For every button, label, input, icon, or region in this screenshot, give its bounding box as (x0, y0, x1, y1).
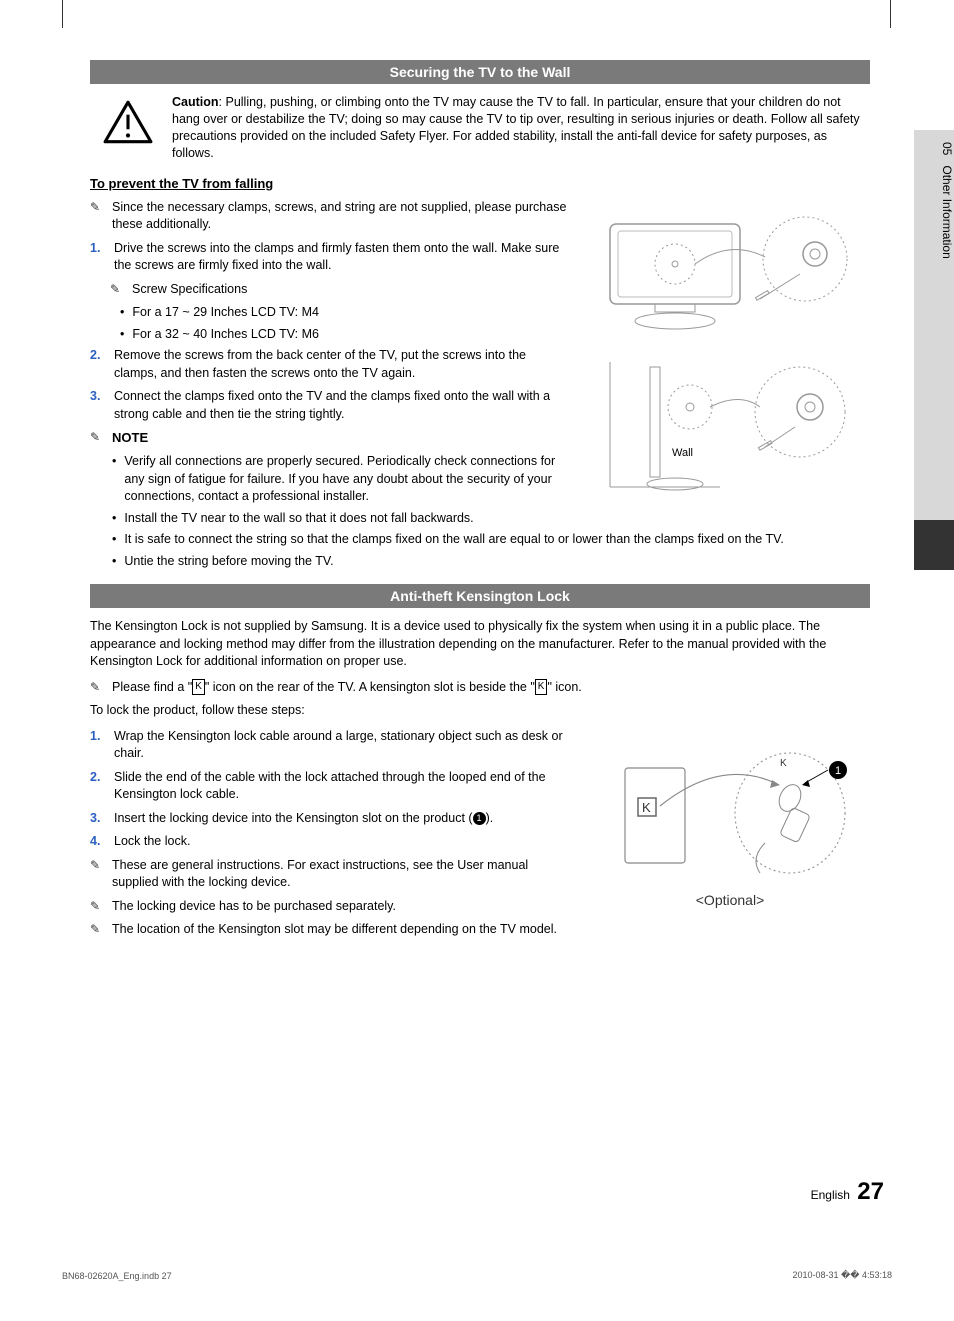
side-tab-label: 05 Other Information (914, 130, 954, 520)
svg-text:1: 1 (835, 765, 841, 777)
note-text: Verify all connections are properly secu… (124, 453, 570, 506)
print-timestamp: 2010-08-31 �� 4:53:18 (792, 1270, 892, 1281)
list-number: 2. (90, 769, 106, 804)
figure-kensington: K K 1 (610, 738, 860, 888)
svg-text:K: K (780, 758, 787, 769)
side-tab-dark (914, 520, 954, 570)
crop-mark (62, 0, 63, 28)
kensington-k-icon: K (192, 679, 205, 695)
list-number: 1. (90, 728, 106, 763)
icon-note: Please find a "K" icon on the rear of th… (112, 679, 582, 697)
note-text: It is safe to connect the string so that… (124, 531, 783, 549)
note-icon: ✎ (90, 857, 104, 892)
lock-intro: To lock the product, follow these steps: (90, 702, 870, 720)
bullet-icon: • (112, 453, 116, 506)
optional-label: <Optional> (590, 892, 870, 908)
list-number: 2. (90, 347, 106, 382)
list-number: 1. (90, 240, 106, 275)
chapter-title: Other Information (940, 165, 954, 258)
crop-mark (890, 0, 891, 28)
section-header-1: Securing the TV to the Wall (90, 60, 870, 84)
kensington-intro: The Kensington Lock is not supplied by S… (90, 618, 870, 671)
text: ). (486, 811, 494, 825)
bullet-icon: • (112, 531, 116, 549)
tail-note: These are general instructions. For exac… (112, 857, 570, 892)
section-header-2: Anti-theft Kensington Lock (90, 584, 870, 608)
caution-body: : Pulling, pushing, or climbing onto the… (172, 95, 860, 160)
bullet-icon: • (120, 304, 124, 322)
step-text: Drive the screws into the clamps and fir… (114, 240, 570, 275)
tail-note: The locking device has to be purchased s… (112, 898, 396, 916)
list-number: 3. (90, 388, 106, 423)
footer-lang: English (811, 1188, 850, 1202)
screw-spec-label: Screw Specifications (132, 281, 247, 299)
list-number: 4. (90, 833, 106, 851)
screw-spec: For a 32 ~ 40 Inches LCD TV: M6 (132, 326, 319, 344)
note-icon: ✎ (90, 429, 104, 447)
caution-block: Caution: Pulling, pushing, or climbing o… (90, 94, 870, 162)
step-text: Remove the screws from the back center o… (114, 347, 570, 382)
note-icon: ✎ (90, 898, 104, 916)
page-number: 27 (857, 1178, 884, 1205)
step-text: Lock the lock. (114, 833, 190, 851)
note-text: Install the TV near to the wall so that … (124, 510, 473, 528)
note-icon: ✎ (110, 281, 124, 299)
list-number: 3. (90, 810, 106, 828)
page-content: Securing the TV to the Wall Caution: Pul… (90, 60, 870, 945)
note-icon: ✎ (90, 679, 104, 697)
wall-label: Wall (672, 447, 693, 459)
figure-tv-clamp (600, 199, 860, 344)
step-text: Wrap the Kensington lock cable around a … (114, 728, 570, 763)
note-icon: ✎ (90, 921, 104, 939)
caution-text: Caution: Pulling, pushing, or climbing o… (172, 94, 870, 162)
side-tab: 05 Other Information (914, 130, 954, 530)
text: Please find a " (112, 680, 192, 694)
step-text: Connect the clamps fixed onto the TV and… (114, 388, 570, 423)
text: Insert the locking device into the Kensi… (114, 811, 473, 825)
step-text: Insert the locking device into the Kensi… (114, 810, 493, 828)
text: " icon. (547, 680, 581, 694)
caution-icon (102, 100, 154, 146)
step-text: Slide the end of the cable with the lock… (114, 769, 570, 804)
bullet-icon: • (112, 553, 116, 571)
figure-wall-mount: Wall (600, 352, 860, 497)
tail-note: The location of the Kensington slot may … (112, 921, 557, 939)
note-text: Untie the string before moving the TV. (124, 553, 333, 571)
note-icon: ✎ (90, 199, 104, 234)
intro-note: Since the necessary clamps, screws, and … (112, 199, 570, 234)
subheading: To prevent the TV from falling (90, 176, 870, 191)
page-footer: English 27 (811, 1178, 884, 1206)
bullet-icon: • (112, 510, 116, 528)
print-doc-id: BN68-02620A_Eng.indb 27 (62, 1271, 172, 1281)
circled-1-icon: 1 (473, 812, 486, 825)
bullet-icon: • (120, 326, 124, 344)
note-heading: NOTE (112, 429, 148, 447)
text: " icon on the rear of the TV. A kensingt… (205, 680, 535, 694)
chapter-number: 05 (940, 142, 954, 155)
screw-spec: For a 17 ~ 29 Inches LCD TV: M4 (132, 304, 319, 322)
svg-text:K: K (642, 800, 651, 815)
kensington-k-icon: K (535, 679, 548, 695)
caution-label: Caution (172, 95, 219, 109)
